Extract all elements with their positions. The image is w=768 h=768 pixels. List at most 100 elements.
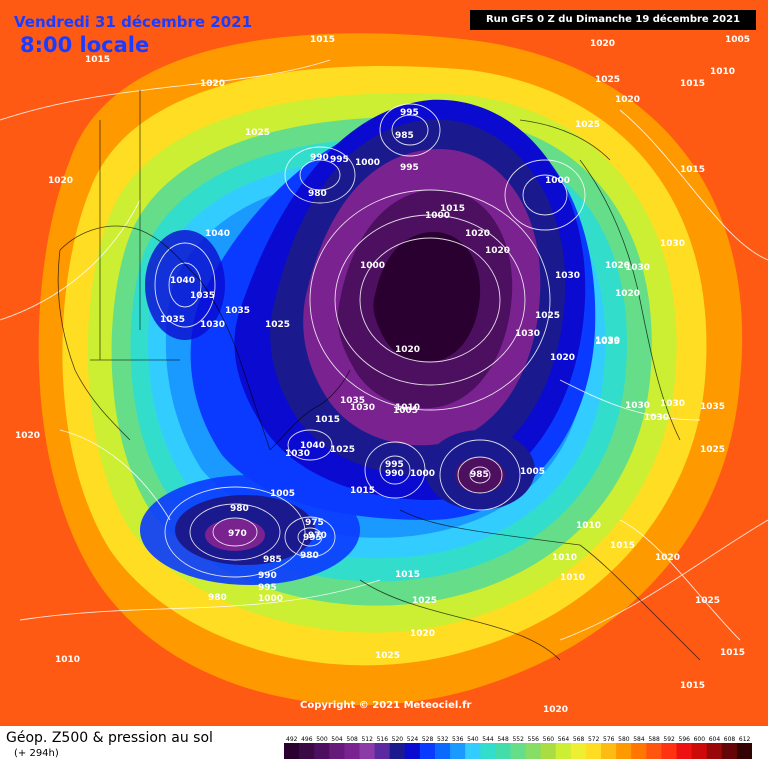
pressure-label: 1030 (200, 320, 225, 330)
pressure-label: 980 (208, 593, 227, 603)
color-scale: 492 496 500 504 508 512 516 520 524 528 532 536 540 5… (284, 736, 752, 759)
pressure-label: 1030 (625, 401, 650, 411)
scale-swatch (329, 743, 345, 759)
scale-swatch (661, 743, 678, 759)
pressure-label: 1025 (695, 596, 720, 606)
pressure-label: 1015 (310, 35, 335, 45)
pressure-label: 1030 (555, 271, 580, 281)
pressure-label: 1035 (190, 291, 215, 301)
scale-swatch (404, 743, 421, 759)
pressure-label: 1020 (615, 289, 640, 299)
scale-swatch (314, 743, 330, 759)
pressure-label: 1015 (680, 165, 705, 175)
pressure-labels: 1015101510201025102010201025102010101005… (15, 35, 750, 715)
scale-swatch (299, 743, 315, 759)
pressure-label: 1010 (55, 655, 80, 665)
pressure-label: 1020 (485, 246, 510, 256)
pressure-label: 970 (228, 529, 247, 539)
scale-swatch (555, 743, 572, 759)
scale-label: 604 (709, 736, 721, 743)
pressure-label: 995 (303, 533, 322, 543)
scale-swatch (389, 743, 406, 759)
pressure-label: 1020 (615, 95, 640, 105)
pressure-label: 1010 (395, 403, 420, 413)
pressure-label: 1015 (315, 415, 340, 425)
pressure-label: 1000 (545, 176, 570, 186)
pressure-label: 1015 (720, 648, 745, 658)
scale-label: 584 (633, 736, 645, 743)
scale-label: 596 (679, 736, 691, 743)
pressure-label: 1015 (610, 541, 635, 551)
pressure-label: 1035 (700, 402, 725, 412)
scale-swatch (284, 743, 300, 759)
scale-swatch (676, 743, 693, 759)
scale-label: 512 (361, 736, 373, 743)
scale-swatch (434, 743, 451, 759)
scale-label: 600 (694, 736, 706, 743)
scale-label: 548 (497, 736, 509, 743)
pressure-label: 1015 (680, 79, 705, 89)
isobar-contours (0, 59, 768, 641)
scale-label: 568 (573, 736, 585, 743)
scale-swatch (570, 743, 587, 759)
pressure-label: 1030 (285, 449, 310, 459)
pressure-label: 1025 (575, 120, 600, 130)
scale-swatch (359, 743, 376, 759)
pressure-label: 1040 (300, 441, 325, 451)
scale-swatch (465, 743, 481, 759)
pressure-label: 1015 (85, 55, 110, 65)
legend-title: Géop. Z500 & pression au sol (6, 730, 213, 746)
scale-label: 572 (588, 736, 600, 743)
pressure-label: 1025 (412, 596, 437, 606)
forecast-map: 1015101510201025102010201025102010101005… (0, 0, 768, 726)
pressure-label: 1030 (660, 239, 685, 249)
scale-swatch (601, 743, 617, 759)
scale-label: 560 (543, 736, 555, 743)
pressure-label: 1025 (595, 75, 620, 85)
scale-label: 552 (512, 736, 524, 743)
scale-swatch (344, 743, 360, 759)
scale-swatch (646, 743, 662, 759)
scale-label: 608 (724, 736, 736, 743)
scale-label: 500 (316, 736, 328, 743)
pressure-label: 995 (385, 460, 404, 470)
pressure-label: 1035 (595, 337, 620, 347)
scale-label: 524 (407, 736, 419, 743)
pressure-label: 995 (330, 155, 349, 165)
pressure-label: 990 (385, 469, 404, 479)
pressure-label: 1030 (625, 263, 650, 273)
scale-swatch (616, 743, 632, 759)
pressure-label: 985 (395, 131, 414, 141)
pressure-label: 1005 (393, 406, 418, 416)
pressure-label: 1015 (680, 681, 705, 691)
scale-swatch (721, 743, 738, 759)
pressure-label: 1025 (375, 651, 400, 661)
pressure-label: 1035 (340, 396, 365, 406)
pressure-label: 1005 (270, 489, 295, 499)
pressure-label: 1025 (245, 128, 270, 138)
pressure-label: 1025 (535, 311, 560, 321)
scale-swatch (525, 743, 542, 759)
scale-label: 592 (663, 736, 675, 743)
scale-label: 540 (467, 736, 479, 743)
band-deep (373, 231, 481, 363)
scale-label: 588 (648, 736, 660, 743)
scale-swatch (480, 743, 496, 759)
scale-label: 532 (437, 736, 449, 743)
pressure-label: 1015 (350, 486, 375, 496)
run-info-badge: Run GFS 0 Z du Dimanche 19 décembre 2021 (470, 10, 756, 30)
pressure-label: 970 (308, 531, 327, 541)
copyright-text: Copyright © 2021 Meteociel.fr (300, 700, 472, 711)
scale-label: 504 (331, 736, 343, 743)
scale-swatch (585, 743, 602, 759)
pressure-label: 980 (230, 504, 249, 514)
scale-label: 508 (346, 736, 358, 743)
pressure-label: 1020 (465, 229, 490, 239)
pressure-label: 1020 (48, 176, 73, 186)
scale-label: 544 (482, 736, 494, 743)
scale-label: 564 (558, 736, 570, 743)
pressure-label: 1010 (560, 573, 585, 583)
pressure-label: 1020 (590, 39, 615, 49)
pressure-label: 1020 (15, 431, 40, 441)
scale-swatch (736, 743, 752, 759)
